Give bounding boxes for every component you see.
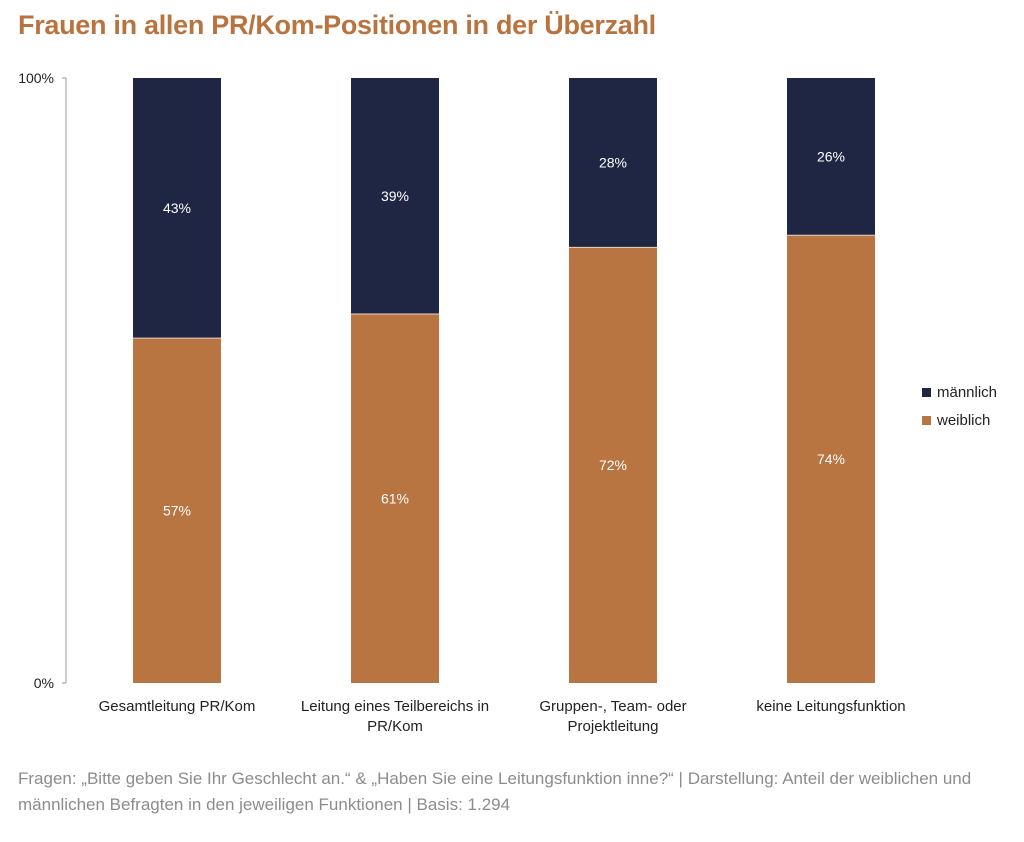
bar-weiblich-0 <box>133 338 221 683</box>
data-label-weiblich-1: 61% <box>381 490 409 506</box>
chart-title: Frauen in allen PR/Kom-Positionen in der… <box>18 10 656 40</box>
data-label-maennlich-1: 39% <box>381 188 409 204</box>
x-tick-label-3-0: keine Leitungsfunktion <box>756 698 905 715</box>
x-tick-label-0-0: Gesamtleitung PR/Kom <box>99 698 256 715</box>
bar-weiblich-1 <box>351 313 439 683</box>
bar-weiblich-2 <box>569 247 657 683</box>
y-tick-label-100: 100% <box>18 70 54 86</box>
legend-swatch-weiblich <box>922 415 931 425</box>
legend-item-maennlich: männlich <box>922 378 997 406</box>
bar-maennlich-3 <box>787 78 875 236</box>
data-label-weiblich-3: 74% <box>817 451 845 467</box>
legend: männlich weiblich <box>922 378 997 434</box>
data-label-weiblich-2: 72% <box>599 457 627 473</box>
bar-maennlich-0 <box>133 78 221 339</box>
legend-label-weiblich: weiblich <box>937 411 991 429</box>
footnote: Fragen: „Bitte geben Sie Ihr Geschlecht … <box>18 769 972 814</box>
x-tick-label-2-0: Gruppen-, Team- oder <box>539 698 686 715</box>
data-label-maennlich-0: 43% <box>163 200 191 216</box>
data-label-maennlich-3: 26% <box>817 149 845 165</box>
x-tick-label-2-1: Projektleitung <box>568 718 659 735</box>
data-label-maennlich-2: 28% <box>599 155 627 171</box>
y-tick-label-0: 0% <box>34 675 54 691</box>
x-tick-label-1-0: Leitung eines Teilbereichs in <box>301 698 489 715</box>
legend-label-maennlich: männlich <box>937 383 998 401</box>
bar-maennlich-1 <box>351 78 439 314</box>
x-tick-label-1-1: PR/Kom <box>367 718 423 735</box>
stacked-bar-chart: 100% 0% 57% 43% Gesamtleitung PR/Kom 61% 39% Le… <box>18 70 905 735</box>
legend-swatch-maennlich <box>922 387 931 397</box>
bar-maennlich-2 <box>569 78 657 248</box>
data-label-weiblich-0: 57% <box>163 503 191 519</box>
legend-item-weiblich: weiblich <box>922 406 997 434</box>
bar-weiblich-3 <box>787 235 875 684</box>
